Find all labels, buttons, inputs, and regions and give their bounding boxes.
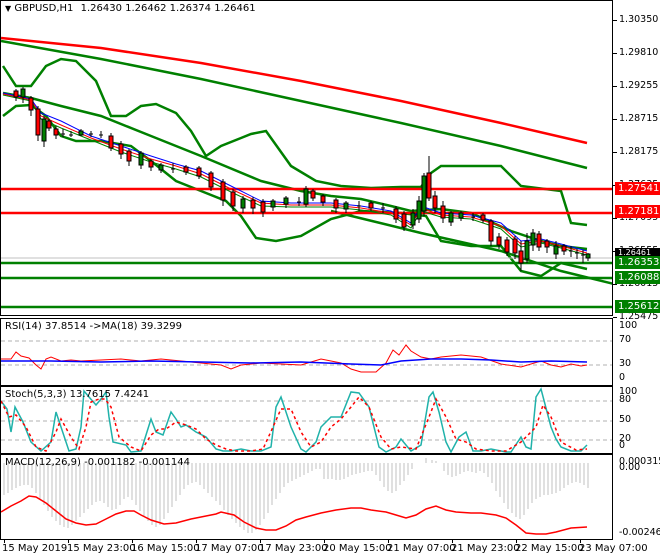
stoch-tick: 0 — [619, 440, 626, 451]
ma-long-line — [1, 36, 588, 145]
support-tag-2: 1.26088 — [615, 271, 660, 284]
stoch-tick: 50 — [619, 414, 632, 425]
price-tick: 1.28175 — [619, 146, 659, 157]
time-label: 22 May 15:00 — [515, 543, 584, 554]
time-label: 17 May 23:00 — [259, 543, 328, 554]
symbol-label: GBPUSD,H1 — [14, 3, 74, 14]
bollinger-middle — [2, 91, 588, 251]
time-label: 23 May 07:00 — [579, 543, 648, 554]
stoch-main-line — [1, 387, 588, 453]
bollinger-upper — [1, 57, 588, 227]
macd-tick: -0.002469 — [619, 527, 660, 538]
time-label: 21 May 23:00 — [451, 543, 520, 554]
support-tag-1: 1.26353 — [615, 256, 660, 269]
stoch-panel[interactable]: Stoch(5,3,3) 13.7615 7.4241 — [0, 386, 613, 454]
chart-title: ▼ GBPUSD,H1 1.26430 1.26462 1.26374 1.26… — [5, 3, 256, 14]
rsi-plot — [1, 340, 612, 373]
resistance-tag-1: 1.27541 — [615, 182, 660, 195]
rsi-title: RSI(14) 37.8514 ->MA(18) 39.3299 — [5, 321, 182, 332]
ma-short-green — [2, 94, 588, 256]
rsi-ma-line — [1, 358, 588, 366]
rsi-tick: 100 — [619, 320, 638, 331]
stoch-axis: 100 80 50 20 0 — [613, 386, 660, 454]
ma-short-red — [2, 93, 588, 254]
price-tick: 1.29810 — [619, 47, 659, 58]
stoch-tick: 100 — [619, 386, 638, 397]
stoch-tick: 20 — [619, 433, 632, 444]
macd-title: MACD(12,26,9) -0.001182 -0.001144 — [5, 457, 190, 468]
rsi-tick: 70 — [619, 334, 632, 345]
macd-tick: 0.00 — [619, 462, 641, 473]
ma-mid-line — [1, 39, 588, 170]
macd-axis: 0.000315 0.00 -0.002469 — [613, 454, 660, 540]
price-tick: 1.25475 — [619, 311, 659, 322]
rsi-tick: 30 — [619, 358, 632, 369]
stoch-title: Stoch(5,3,3) 13.7615 7.4241 — [5, 389, 150, 400]
ohlc-values: 1.26430 1.26462 1.26374 1.26461 — [80, 3, 256, 14]
time-label: 15 May 23:00 — [67, 543, 136, 554]
candles — [13, 87, 591, 271]
time-label: 16 May 15:00 — [131, 543, 200, 554]
rsi-line — [1, 344, 588, 373]
macd-panel[interactable]: MACD(12,26,9) -0.001182 -0.001144 — [0, 454, 613, 540]
rsi-axis: 100 70 30 0 — [613, 318, 660, 386]
macd-tick: 0.000315 — [619, 456, 660, 467]
triangle-down-icon[interactable]: ▼ — [5, 4, 12, 13]
price-tick: 1.29255 — [619, 80, 659, 91]
price-tick: 1.30350 — [619, 14, 659, 25]
support-tag-3: 1.25612 — [615, 300, 660, 313]
stoch-signal-line — [1, 395, 588, 452]
price-chart-panel[interactable]: ▼ GBPUSD,H1 1.26430 1.26462 1.26374 1.26… — [0, 0, 613, 316]
trend-line — [330, 209, 612, 285]
rsi-panel[interactable]: RSI(14) 37.8514 ->MA(18) 39.3299 — [0, 318, 613, 386]
price-chart-plot — [1, 36, 612, 309]
macd-histogram — [3, 458, 589, 533]
price-axis: 1.30350 1.29810 1.29255 1.28715 1.28175 … — [613, 0, 660, 322]
time-label: 17 May 07:00 — [195, 543, 264, 554]
ma-short-blue — [2, 92, 588, 252]
current-price-tag: 1.26461 — [615, 248, 660, 257]
macd-signal-line — [1, 495, 588, 535]
rsi-tick: 0 — [619, 372, 626, 383]
time-label: 20 May 15:00 — [323, 543, 392, 554]
stoch-tick: 80 — [619, 394, 632, 405]
price-tick: 1.28715 — [619, 113, 659, 124]
resistance-tag-2: 1.27181 — [615, 205, 660, 218]
stoch-plot — [1, 387, 612, 453]
macd-plot — [1, 458, 589, 535]
time-label: 21 May 07:00 — [387, 543, 456, 554]
time-label: 15 May 2019 — [2, 543, 68, 554]
